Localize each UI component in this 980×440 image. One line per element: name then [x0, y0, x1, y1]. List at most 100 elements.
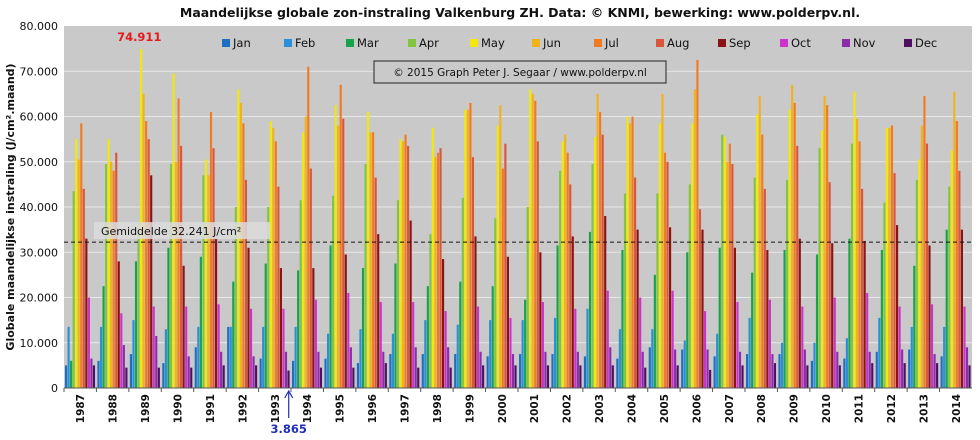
bar-feb-2010 — [813, 342, 816, 388]
bar-dec-2007 — [741, 365, 744, 389]
bar-feb-1995 — [326, 333, 330, 388]
bar-jun-2014 — [953, 91, 956, 389]
y-tick-label: 0 — [51, 382, 58, 395]
bar-aug-1991 — [212, 148, 215, 388]
bar-dec-1999 — [482, 365, 485, 389]
x-tick-label: 1989 — [140, 394, 152, 423]
bar-jun-2002 — [564, 134, 567, 388]
bar-nov-2009 — [803, 349, 806, 388]
bar-jan-1992 — [227, 326, 230, 388]
bar-jul-1994 — [307, 66, 310, 388]
bar-apr-2012 — [883, 202, 886, 388]
bar-dec-2004 — [644, 367, 647, 388]
bar-sep-2014 — [960, 229, 963, 389]
y-tick-label: 60.000 — [20, 111, 59, 124]
bar-nov-1987 — [90, 358, 93, 388]
bar-nov-2012 — [901, 349, 904, 388]
bar-apr-1994 — [299, 200, 302, 388]
bar-oct-2007 — [736, 302, 739, 388]
bar-aug-1990 — [180, 145, 183, 388]
bar-feb-2013 — [910, 326, 913, 388]
bar-mar-1988 — [102, 286, 105, 388]
x-axis-ticks: 1987 1988 1989 1990 1991 1992 1993 1994 1995 1996… — [63, 387, 972, 423]
bar-nov-1994 — [317, 351, 320, 388]
bar-sep-1999 — [474, 236, 477, 388]
legend-label-feb: Feb — [295, 36, 315, 50]
bar-may-2003 — [594, 136, 597, 388]
legend-label-jun: Jun — [542, 36, 561, 50]
bar-oct-2004 — [639, 297, 642, 388]
bar-jul-2011 — [858, 141, 861, 388]
bar-apr-1995 — [332, 195, 335, 388]
bar-mar-1998 — [426, 286, 429, 388]
bar-may-2008 — [756, 114, 759, 389]
bar-nov-2008 — [771, 354, 774, 388]
bar-jun-2003 — [596, 93, 599, 389]
bar-aug-1996 — [374, 177, 377, 388]
bar-apr-2006 — [688, 184, 691, 389]
bar-jan-1997 — [389, 354, 392, 388]
bar-apr-1999 — [461, 197, 464, 388]
bar-aug-2002 — [569, 184, 572, 389]
bar-sep-1989 — [150, 175, 153, 388]
bar-nov-2004 — [641, 351, 644, 388]
bar-sep-2008 — [766, 249, 769, 388]
bar-jul-2005 — [663, 152, 667, 388]
legend-swatch-sep — [718, 39, 726, 47]
bar-mar-2009 — [783, 249, 786, 388]
bar-feb-2007 — [716, 333, 719, 388]
bar-feb-1989 — [132, 320, 135, 389]
bar-nov-1998 — [447, 347, 450, 388]
bar-oct-1989 — [152, 306, 155, 388]
max-value-annotation: 74.911 — [117, 30, 161, 44]
plot-area: 0 10.000 20.000 30.000 40.000 50.000 60.000 70.… — [20, 20, 972, 423]
legend-swatch-jan — [222, 39, 230, 47]
bar-may-2004 — [626, 116, 629, 388]
bar-jun-1993 — [272, 127, 275, 388]
x-tick-label: 1996 — [367, 394, 379, 423]
legend-label-aug: Aug — [667, 36, 689, 50]
bar-aug-2009 — [796, 145, 799, 388]
bar-nov-2013 — [933, 354, 936, 388]
bar-nov-2006 — [706, 349, 709, 388]
legend-swatch-mar — [346, 39, 354, 47]
bar-jan-2011 — [843, 358, 846, 388]
bar-oct-2005 — [671, 290, 674, 388]
bar-sep-1992 — [247, 247, 250, 388]
bar-mar-1989 — [134, 261, 138, 388]
bar-sep-1994 — [312, 268, 315, 388]
legend-swatch-may — [470, 39, 478, 47]
bar-sep-2007 — [733, 247, 736, 388]
bar-jul-2007 — [728, 143, 731, 388]
bar-feb-1999 — [456, 324, 459, 388]
bar-aug-1989 — [147, 139, 150, 389]
bar-oct-2011 — [866, 292, 869, 388]
bar-feb-2005 — [651, 329, 654, 388]
legend-label-dec: Dec — [915, 36, 937, 50]
x-tick-label: 2006 — [691, 394, 703, 423]
x-tick-label: 2009 — [789, 394, 801, 423]
bar-jan-2003 — [583, 356, 586, 388]
bar-jan-1988 — [97, 360, 100, 388]
x-tick-label: 2007 — [724, 394, 736, 423]
bar-feb-1992 — [229, 326, 232, 388]
bar-jun-2011 — [855, 118, 859, 388]
bar-oct-2010 — [833, 297, 836, 388]
bar-mar-2006 — [686, 252, 689, 388]
bar-sep-1991 — [215, 238, 218, 388]
copyright-frame — [373, 60, 667, 84]
y-tick-label: 40.000 — [20, 201, 59, 214]
average-label-box — [94, 222, 270, 240]
legend: Jan Feb Mar Apr May Jun Jul Aug Sep Oct Nov Dec — [222, 36, 937, 50]
bar-aug-2012 — [893, 173, 896, 388]
bar-oct-2006 — [703, 311, 707, 388]
bar-jul-1995 — [339, 84, 342, 388]
bar-feb-2004 — [618, 329, 621, 388]
bar-jun-1996 — [369, 132, 372, 388]
bar-dec-1989 — [157, 367, 160, 388]
bar-jun-1997 — [401, 141, 405, 388]
bar-apr-2007 — [721, 134, 724, 388]
bar-sep-2012 — [896, 225, 899, 388]
bar-aug-2004 — [634, 177, 637, 388]
bar-apr-1989 — [137, 222, 140, 388]
